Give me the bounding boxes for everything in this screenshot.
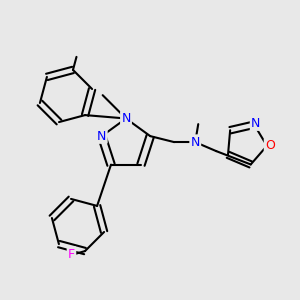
Text: F: F (68, 248, 75, 261)
Text: N: N (97, 130, 106, 142)
Text: N: N (121, 112, 131, 125)
Text: O: O (265, 139, 275, 152)
Text: N: N (190, 136, 200, 148)
Text: N: N (251, 117, 260, 130)
